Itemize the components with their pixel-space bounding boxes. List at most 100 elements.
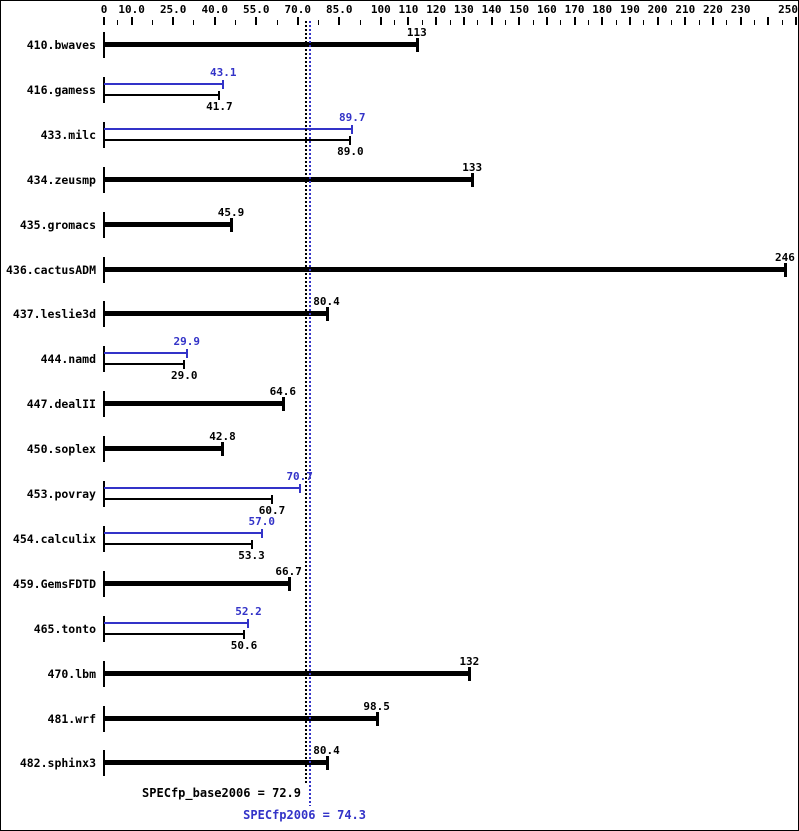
axis-tick-label: 140 — [481, 3, 502, 16]
axis-minor-tick — [421, 20, 423, 25]
axis-tick-label: 120 — [426, 3, 447, 16]
axis-minor-tick — [587, 20, 589, 25]
peak-value-label: 57.0 — [248, 514, 276, 528]
axis-major-tick — [462, 17, 465, 25]
base-bar — [104, 760, 327, 766]
axis-tick-label: 110 — [398, 3, 419, 16]
axis-major-tick — [601, 17, 604, 25]
axis-minor-tick — [276, 20, 278, 25]
axis-minor-tick — [532, 20, 534, 25]
axis-major-tick — [739, 17, 742, 25]
base-value-label: 41.7 — [206, 99, 233, 113]
benchmark-label: 481.wrf — [47, 711, 96, 726]
base-bar — [104, 42, 417, 47]
axis-minor-tick — [193, 20, 195, 25]
axis-tick-label: 200 — [647, 3, 668, 16]
axis-tick-label: 170 — [564, 3, 585, 16]
peak-bar-end-cap — [260, 528, 263, 538]
base-bar — [104, 632, 245, 635]
peak-value-label: 70.7 — [286, 470, 313, 483]
benchmark-label: 470.lbm — [47, 666, 96, 681]
axis-major-tick — [684, 17, 687, 25]
bar-start-cap — [103, 121, 105, 148]
axis-minor-tick — [560, 20, 562, 25]
base-bar — [104, 715, 377, 721]
axis-major-tick — [795, 17, 797, 25]
axis-tick-label: 0 — [100, 3, 108, 16]
base-bar — [104, 311, 327, 317]
bar-start-cap — [103, 76, 105, 103]
benchmark-label: 453.povray — [26, 487, 96, 501]
base-value-label: 60.7 — [258, 504, 286, 517]
mean-base-line — [304, 21, 307, 784]
axis-tick-label: 150 — [509, 3, 530, 16]
axis-major-tick — [518, 17, 521, 25]
axis-major-tick — [213, 17, 216, 25]
axis-tick-label: 220 — [703, 3, 723, 16]
base-value-label: 98.5 — [363, 699, 390, 713]
base-value-label: 29.0 — [171, 369, 198, 383]
bar-start-cap — [103, 615, 105, 642]
axis-minor-tick — [698, 20, 700, 25]
peak-bar — [104, 621, 249, 624]
base-bar-end-cap — [468, 666, 472, 681]
axis-tick-label: 10.0 — [118, 3, 145, 16]
base-bar-end-cap — [250, 539, 253, 549]
benchmark-label: 447.dealII — [26, 397, 96, 412]
axis-major-tick — [255, 17, 258, 25]
base-value-label: 42.8 — [209, 430, 236, 444]
axis-major-tick — [711, 17, 714, 25]
axis-tick-label: 160 — [536, 3, 557, 16]
axis-major-tick — [103, 17, 105, 25]
base-bar — [104, 93, 220, 96]
base-bar-end-cap — [325, 756, 329, 771]
base-bar — [104, 670, 470, 676]
peak-bar — [104, 127, 353, 130]
benchmark-label: 410.bwaves — [26, 38, 96, 52]
axis-minor-tick — [449, 20, 451, 25]
base-bar-end-cap — [415, 38, 419, 52]
base-bar-end-cap — [221, 442, 225, 457]
peak-bar-end-cap — [298, 484, 301, 493]
peak-bar — [104, 531, 262, 534]
benchmark-label: 436.cactusADM — [5, 262, 96, 277]
bar-start-cap — [103, 481, 105, 507]
axis-tick-label: 85.0 — [326, 3, 353, 16]
peak-bar — [104, 352, 187, 355]
axis-major-tick — [296, 17, 299, 25]
axis-tick-label: 130 — [453, 3, 474, 16]
benchmark-label: 416.gamess — [26, 82, 96, 97]
axis-minor-tick — [394, 20, 396, 25]
axis-minor-tick — [643, 20, 645, 25]
base-bar-end-cap — [243, 629, 246, 639]
peak-value-label: 89.7 — [339, 110, 366, 124]
benchmark-label: 459.GemsFDTD — [12, 576, 96, 591]
axis-minor-tick — [117, 20, 119, 25]
axis-tick-label: 250 — [778, 3, 798, 16]
peak-bar-end-cap — [185, 349, 188, 359]
axis-major-tick — [656, 17, 659, 25]
axis-tick-label: 25.0 — [159, 3, 187, 16]
peak-value-label: 52.2 — [235, 604, 262, 618]
base-bar — [104, 542, 252, 545]
axis-major-tick — [172, 17, 175, 25]
axis-major-tick — [435, 17, 438, 25]
base-bar — [104, 138, 351, 141]
base-value-label: 53.3 — [238, 548, 265, 562]
base-bar — [104, 580, 289, 586]
mean-peak-line — [308, 21, 311, 806]
axis-tick-label: 100 — [370, 3, 391, 16]
axis-tick-label: 55.0 — [242, 3, 270, 16]
benchmark-label: 435.gromacs — [19, 217, 96, 232]
benchmark-label: 434.zeusmp — [26, 172, 96, 187]
axis-major-tick — [407, 17, 410, 25]
base-bar — [104, 221, 232, 227]
base-value-label: 80.4 — [313, 744, 340, 758]
base-value-label: 50.6 — [230, 638, 258, 652]
base-value-label: 246 — [774, 250, 795, 264]
peak-bar — [104, 82, 224, 85]
benchmark-label: 444.namd — [40, 352, 96, 367]
base-bar-end-cap — [375, 711, 379, 726]
axis-major-tick — [767, 17, 770, 25]
peak-bar-end-cap — [222, 79, 225, 89]
